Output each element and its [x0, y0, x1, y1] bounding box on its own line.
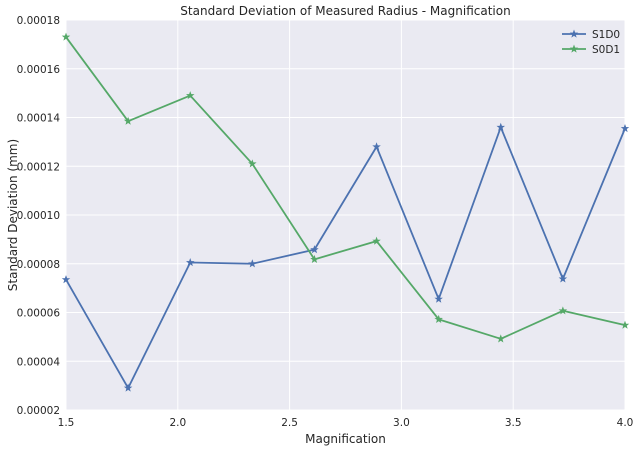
- data-point: [620, 320, 630, 329]
- data-point: [123, 383, 133, 392]
- data-point: [61, 32, 71, 41]
- data-point: [310, 254, 319, 263]
- y-tick-label: 0.00018: [17, 15, 60, 27]
- legend-label: S1D0: [592, 29, 620, 41]
- x-axis-ticks: 1.5 2.0 2.5 3.0 3.5 4.0: [58, 417, 634, 429]
- legend-item: S0D1: [562, 44, 620, 56]
- x-tick-label: 3.0: [393, 417, 410, 429]
- y-tick-label: 0.00008: [17, 259, 60, 271]
- y-tick-label: 0.00010: [17, 210, 60, 222]
- series-line: [65, 36, 626, 340]
- legend: S1D0 S0D1: [562, 29, 620, 56]
- y-tick-label: 0.00016: [17, 64, 61, 76]
- series-S0D1: [61, 32, 630, 343]
- legend-label: S0D1: [592, 44, 620, 56]
- data-point: [123, 116, 133, 125]
- data-point: [434, 314, 443, 323]
- series-line: [65, 126, 626, 389]
- y-tick-label: 0.00014: [17, 113, 61, 125]
- series-layer: [61, 32, 630, 392]
- data-point: [558, 274, 568, 283]
- legend-marker: [569, 29, 579, 38]
- data-point: [248, 259, 257, 268]
- data-point: [496, 334, 506, 343]
- x-axis-label: Magnification: [305, 432, 386, 446]
- data-point: [372, 236, 381, 245]
- data-point: [310, 245, 319, 254]
- data-point: [558, 306, 568, 315]
- data-point: [185, 258, 195, 267]
- data-point: [61, 275, 71, 284]
- y-tick-label: 0.00004: [17, 356, 61, 368]
- x-tick-label: 2.0: [169, 417, 186, 429]
- x-tick-label: 3.5: [505, 417, 522, 429]
- y-axis-ticks: 0.00002 0.00004 0.00006 0.00008 0.00010 0.000…: [17, 15, 61, 417]
- y-tick-label: 0.00012: [17, 161, 60, 173]
- y-tick-label: 0.00002: [17, 405, 60, 417]
- y-axis-label: Standard Deviation (mm): [6, 139, 20, 291]
- series-S1D0: [61, 122, 630, 392]
- x-tick-label: 2.5: [281, 417, 298, 429]
- legend-marker: [569, 44, 579, 53]
- data-point: [248, 159, 257, 168]
- y-tick-label: 0.00006: [17, 308, 61, 320]
- x-tick-label: 4.0: [617, 417, 634, 429]
- data-point: [185, 91, 195, 100]
- chart-title: Standard Deviation of Measured Radius - …: [180, 4, 510, 18]
- data-point: [496, 122, 506, 131]
- legend-item: S1D0: [562, 29, 620, 41]
- x-tick-label: 1.5: [58, 417, 75, 429]
- data-point: [372, 142, 381, 151]
- data-point: [434, 294, 443, 303]
- data-point: [620, 124, 630, 133]
- grid-lines: [65, 19, 626, 411]
